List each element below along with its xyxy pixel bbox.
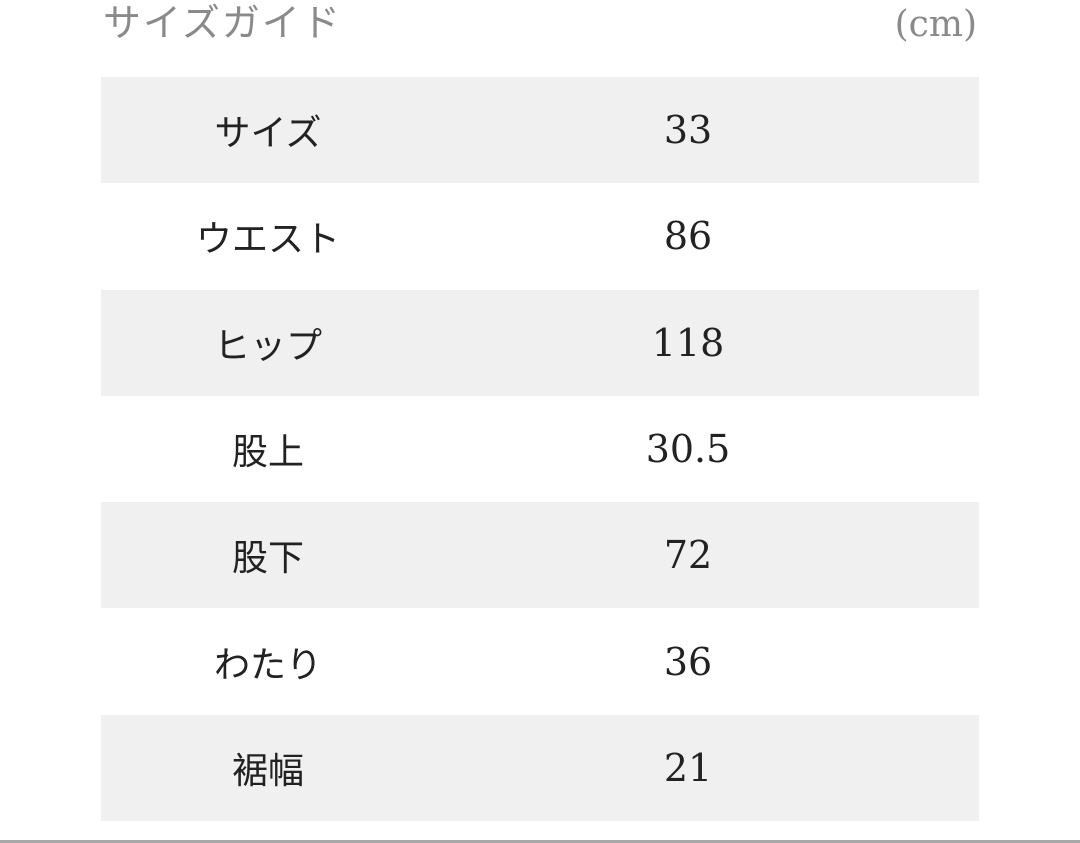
- row-label: ウエスト: [195, 219, 340, 261]
- row-label: わたり: [213, 644, 322, 686]
- row-value: 21: [663, 745, 713, 790]
- row-value: 72: [663, 533, 713, 578]
- row-value: 36: [663, 639, 713, 684]
- row-label: ヒップ: [213, 325, 322, 367]
- unit-label: (cm): [894, 4, 977, 45]
- row-label: 股下: [231, 538, 304, 580]
- row-value: 118: [651, 320, 725, 365]
- table-row: サイズ 33: [101, 77, 979, 184]
- table-row: わたり 36: [101, 608, 979, 714]
- row-value: 33: [663, 108, 713, 153]
- size-guide-title: サイズガイド: [103, 1, 342, 45]
- bottom-divider: [0, 840, 1080, 843]
- row-value: 86: [663, 214, 713, 259]
- row-label: 裾幅: [231, 750, 304, 792]
- size-table: サイズ 33 ウエスト 86 ヒップ 118 股上 30.5 股下 72 わたり…: [101, 77, 979, 822]
- row-value: 30.5: [645, 427, 731, 472]
- table-row: ウエスト 86: [101, 183, 979, 289]
- row-label: 股上: [231, 432, 304, 474]
- row-label: サイズ: [214, 113, 322, 155]
- table-row: 股下 72: [101, 502, 979, 609]
- table-row: 股上 30.5: [101, 396, 979, 502]
- table-row: 裾幅 21: [101, 714, 979, 822]
- table-row: ヒップ 118: [101, 289, 979, 396]
